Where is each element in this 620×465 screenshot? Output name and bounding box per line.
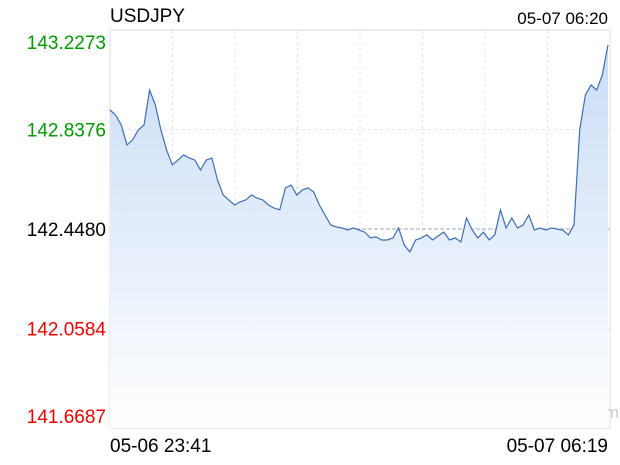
y-tick-label: 143.2273 <box>27 33 106 54</box>
y-tick-label: 142.4480 <box>27 220 106 241</box>
timestamp: 05-07 06:20 <box>517 9 608 28</box>
chart-title: USDJPY <box>110 6 185 27</box>
x-start-label: 05-06 23:41 <box>110 436 211 457</box>
y-tick-label: 141.6687 <box>27 407 106 428</box>
area <box>110 44 608 429</box>
x-end-label: 05-07 06:19 <box>507 436 608 457</box>
price-line <box>109 44 609 254</box>
y-tick-label: 142.8376 <box>27 121 106 142</box>
y-tick-label: 142.0584 <box>27 319 107 340</box>
